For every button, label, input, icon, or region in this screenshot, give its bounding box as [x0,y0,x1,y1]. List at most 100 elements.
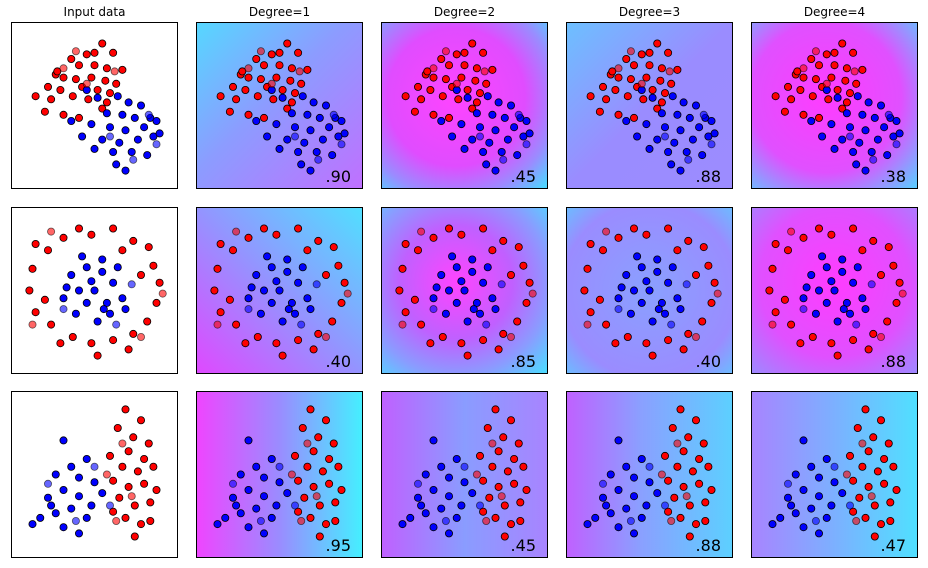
data-point [602,320,611,329]
data-point [869,329,878,338]
data-point [827,73,836,82]
data-point [75,113,84,122]
panel-background [381,391,548,558]
data-point [232,320,241,329]
data-point [827,501,836,510]
data-point [295,67,304,76]
data-point [118,246,127,255]
data-point [676,126,685,135]
data-point [460,48,469,57]
data-point [158,289,167,298]
data-point [90,286,99,295]
data-point [290,89,299,98]
data-point [830,286,839,295]
data-point [799,436,808,445]
data-point [595,107,604,116]
data-point [503,135,512,144]
data-point [815,224,824,233]
data-point [331,517,340,526]
data-point [113,92,122,101]
data-point [622,117,631,126]
data-point [630,473,639,482]
data-point [852,79,861,88]
panel: .95 [196,391,363,558]
data-point [513,151,522,160]
data-point [855,493,864,502]
data-point [849,336,858,345]
data-point [287,98,296,107]
data-point [216,92,225,101]
data-point [483,263,492,272]
data-point [143,151,152,160]
data-point [118,65,127,74]
data-point [642,277,651,286]
data-point [329,110,338,119]
data-point [71,47,80,56]
data-point [884,110,893,119]
data-point [514,439,523,448]
data-point [130,501,139,510]
data-point [75,286,84,295]
data-point [56,339,65,348]
data-point [668,92,677,101]
data-point [444,529,453,538]
data-point [622,55,631,64]
data-point [238,67,247,76]
data-point [668,423,677,432]
data-point [519,261,528,270]
data-point [516,517,525,526]
data-point [406,513,415,522]
data-point [337,298,346,307]
data-point [830,61,839,70]
data-point [704,132,713,141]
data-point [410,107,419,116]
data-point [661,132,670,141]
data-point [799,64,808,73]
data-point [667,517,676,526]
data-point [263,132,272,141]
data-point [637,50,646,59]
data-point [525,278,534,287]
data-point [452,513,461,522]
panel: .85 [381,207,548,374]
data-point [664,336,673,345]
data-point [334,261,343,270]
panel: .40 [566,207,733,374]
data-point [796,339,805,348]
data-point [98,104,107,113]
data-point [146,517,155,526]
data-point [846,132,855,141]
data-point [676,405,685,414]
panel-frame [566,22,733,189]
data-point [623,332,632,341]
data-point [286,76,295,85]
data-point [75,61,84,70]
data-point [98,135,107,144]
data-point [838,104,847,113]
data-point [645,286,654,295]
data-point [853,263,862,272]
data-point [25,286,34,295]
data-point [776,513,785,522]
data-point [699,110,708,119]
data-point [522,117,531,126]
data-point [244,294,253,303]
data-point [244,523,253,532]
data-point [870,501,879,510]
data-point [695,123,704,132]
data-point [830,144,839,153]
data-point [514,110,523,119]
data-point [688,135,697,144]
data-point [221,513,230,522]
data-point [468,255,477,264]
data-point [272,339,281,348]
data-point [452,298,461,307]
data-point [102,64,111,73]
data-point [799,523,808,532]
data-point [315,532,324,541]
data-point [667,160,676,169]
data-point [614,64,623,73]
data-point [306,513,315,522]
data-point [210,286,219,295]
data-point [653,135,662,144]
